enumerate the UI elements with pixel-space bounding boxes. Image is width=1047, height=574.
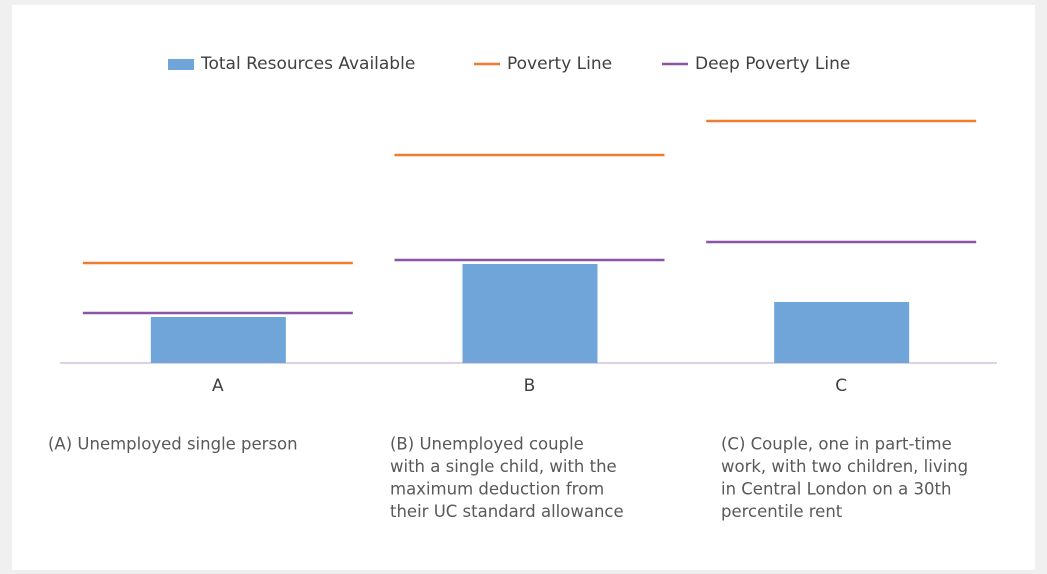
legend-swatch	[168, 59, 194, 70]
annotation: percentile rent	[721, 502, 843, 521]
legend-label: Deep Poverty Line	[695, 54, 850, 74]
annotation: their UC standard allowance	[390, 502, 624, 521]
x-tick-label: C	[835, 376, 847, 396]
annotation: (C) Couple, one in part-time	[721, 435, 952, 454]
bar	[150, 317, 286, 363]
annotation: (A) Unemployed single person	[48, 435, 298, 454]
annotation: in Central London on a 30th	[721, 480, 951, 499]
annotation: maximum deduction from	[390, 480, 604, 499]
annotation: with a single child, with the	[390, 457, 617, 476]
x-tick-label: A	[212, 376, 224, 396]
x-tick-label: B	[524, 376, 536, 396]
bar	[774, 302, 910, 363]
legend-label: Total Resources Available	[200, 54, 415, 74]
legend-label: Poverty Line	[507, 54, 612, 74]
annotation: work, with two children, living	[721, 457, 968, 476]
annotation: (B) Unemployed couple	[390, 435, 584, 454]
bar	[462, 264, 598, 363]
